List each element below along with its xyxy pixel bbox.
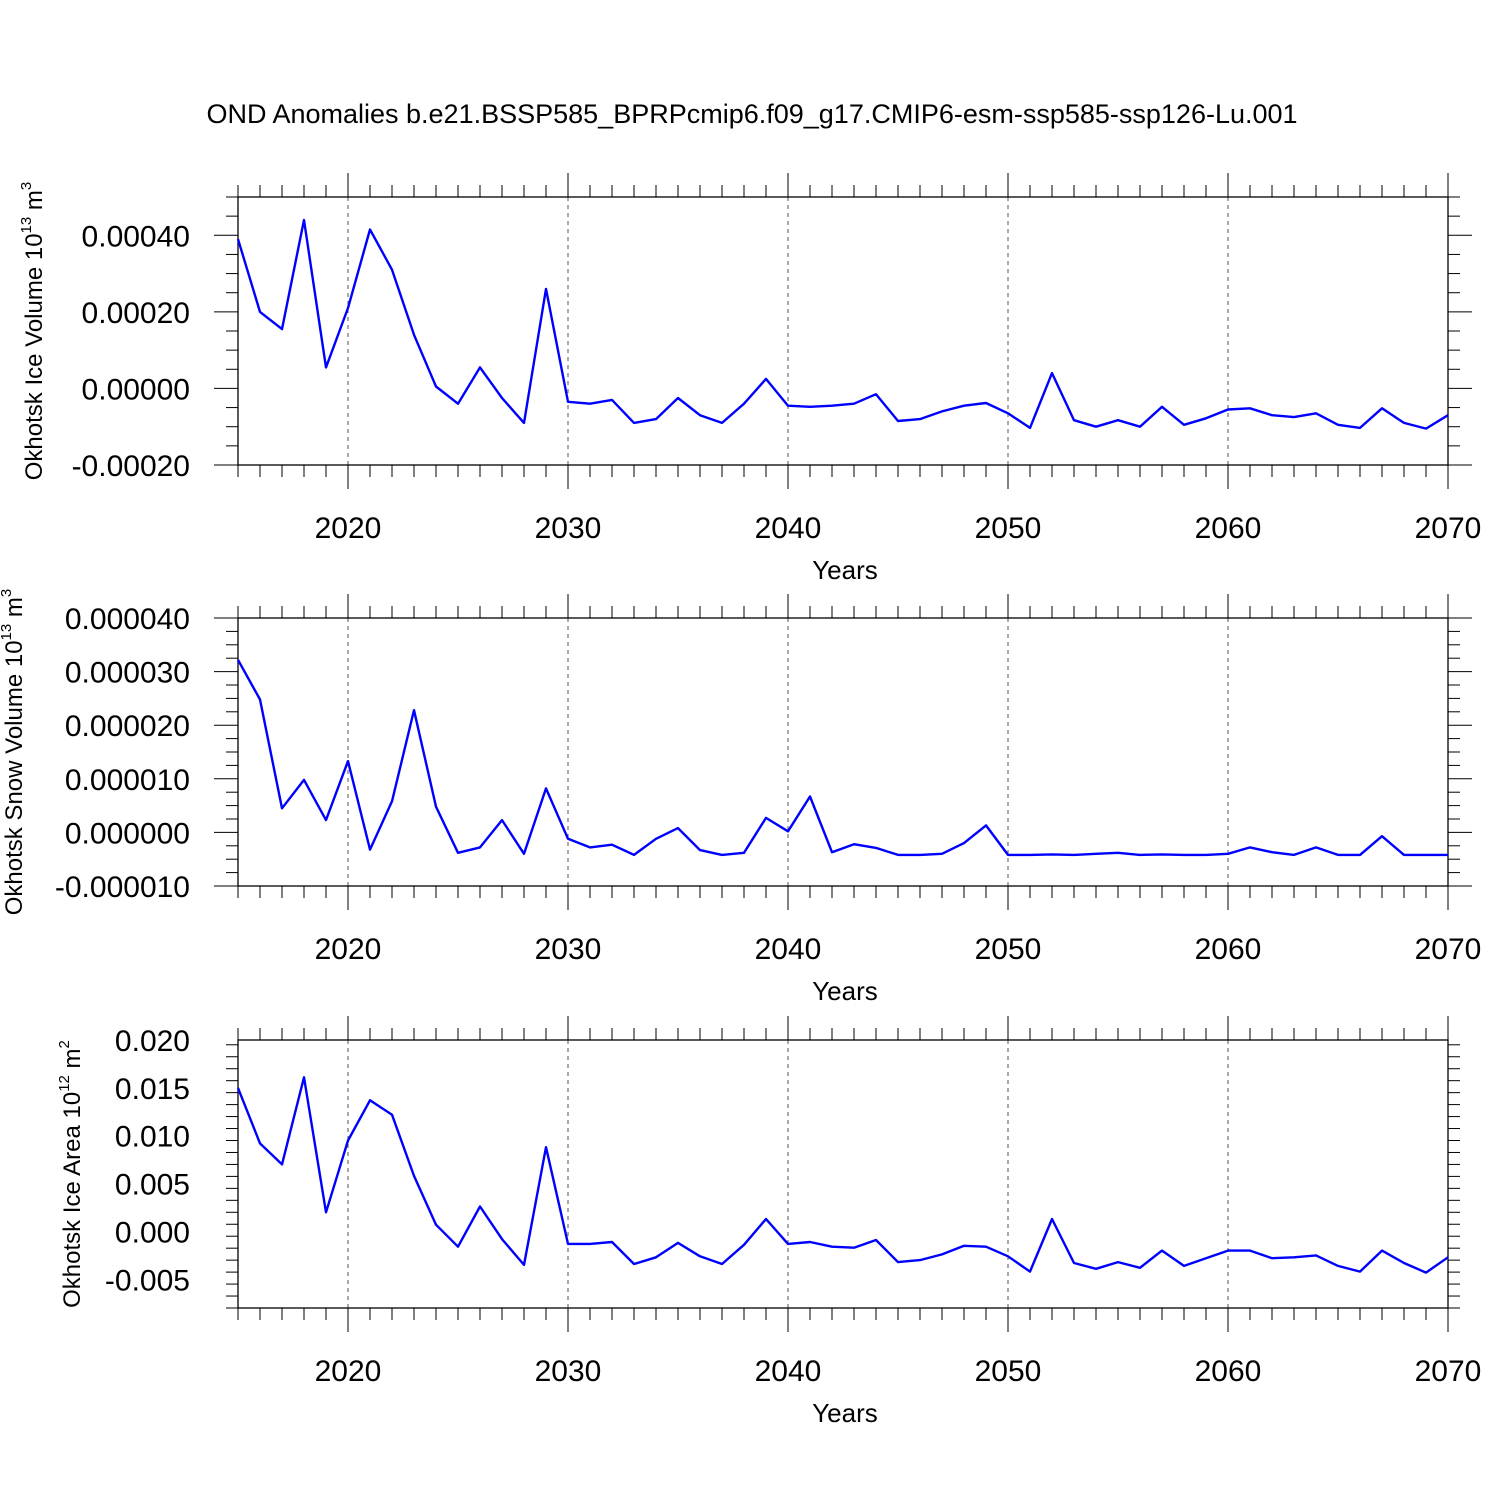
x-tick-label: 2020	[315, 933, 382, 966]
plot-frame	[237, 196, 1449, 466]
x-tick-label: 2030	[535, 1355, 602, 1388]
y-axis-label: Okhotsk Snow Volume 1013 m3	[0, 589, 28, 916]
y-tick-label: 0.000030	[65, 657, 190, 690]
x-tick-label: 2020	[315, 512, 382, 545]
x-tick-label: 2070	[1415, 1355, 1482, 1388]
y-axis-label-part: 2	[56, 1040, 73, 1048]
y-axis-label-part: Okhotsk Ice Area 10	[59, 1092, 86, 1308]
y-tick-label: -0.005	[105, 1264, 190, 1297]
y-axis-label-part: 12	[56, 1075, 73, 1092]
x-axis-label: Years	[812, 555, 878, 585]
plot-frame	[237, 617, 1449, 887]
y-axis-label-part: 13	[18, 217, 35, 234]
y-tick-label: -0.000010	[55, 871, 190, 904]
x-tick-label: 2050	[975, 933, 1042, 966]
figure-title: OND Anomalies b.e21.BSSP585_BPRPcmip6.f0…	[206, 99, 1297, 129]
x-tick-label: 2040	[755, 1355, 822, 1388]
y-axis-label-part: m	[59, 1048, 86, 1075]
series-line	[236, 1076, 1449, 1274]
plot-frame	[237, 1039, 1449, 1309]
y-tick-label: 0.015	[115, 1073, 190, 1106]
y-axis-label-part: Okhotsk Ice Volume 10	[21, 233, 48, 480]
x-tick-label: 2060	[1195, 1355, 1262, 1388]
x-tick-label: 2050	[975, 1355, 1042, 1388]
y-axis-label: Okhotsk Ice Area 1012 m2	[56, 1040, 86, 1308]
y-axis-label-part: m	[1, 597, 28, 624]
x-tick-label: 2030	[535, 512, 602, 545]
y-tick-label: 0.000	[115, 1216, 190, 1249]
y-tick-label: 0.010	[115, 1121, 190, 1154]
series-line	[236, 218, 1449, 430]
x-tick-label: 2030	[535, 933, 602, 966]
y-tick-label: -0.00020	[72, 450, 190, 483]
series-line	[236, 659, 1448, 857]
x-tick-label: 2070	[1415, 933, 1482, 966]
x-axis-label: Years	[812, 976, 878, 1006]
y-tick-label: 0.000010	[65, 764, 190, 797]
x-tick-label: 2040	[755, 512, 822, 545]
y-axis-label-part: 13	[0, 624, 15, 641]
x-tick-label: 2040	[755, 933, 822, 966]
panel-2: 2020 2030 2040 2050 2060 2070 -0.000010 0.00000…	[0, 589, 1481, 1006]
y-tick-label: 0.00020	[82, 297, 190, 330]
panel-1: 2020 2030 2040 2050 2060 2070 -0.00020 0.00000 0…	[18, 173, 1481, 585]
y-tick-label: 0.000000	[65, 817, 190, 850]
y-tick-label: 0.000040	[65, 603, 190, 636]
x-tick-label: 2070	[1415, 512, 1482, 545]
x-axis-label: Years	[812, 1398, 878, 1428]
x-tick-label: 2060	[1195, 933, 1262, 966]
y-tick-label: 0.020	[115, 1025, 190, 1058]
panel-3: 2020 2030 2040 2050 2060 2070 -0.005 0.000 0.005…	[56, 1016, 1481, 1428]
y-tick-label: 0.00040	[82, 220, 190, 253]
y-tick-label: 0.000020	[65, 710, 190, 743]
panels: 2020 2030 2040 2050 2060 2070-0.000200.000000…	[0, 173, 1481, 1428]
y-axis-label-part: Okhotsk Snow Volume 10	[1, 640, 28, 915]
y-tick-label: 0.00000	[82, 373, 190, 406]
y-axis-label: Okhotsk Ice Volume 1013 m3	[18, 182, 48, 481]
y-axis-label-part: m	[21, 190, 48, 217]
x-tick-label: 2050	[975, 512, 1042, 545]
y-axis-label-part: 3	[18, 182, 35, 190]
x-tick-label: 2020	[315, 1355, 382, 1388]
x-tick-label: 2060	[1195, 512, 1262, 545]
y-axis-label-part: 3	[0, 589, 15, 597]
y-tick-label: 0.005	[115, 1169, 190, 1202]
